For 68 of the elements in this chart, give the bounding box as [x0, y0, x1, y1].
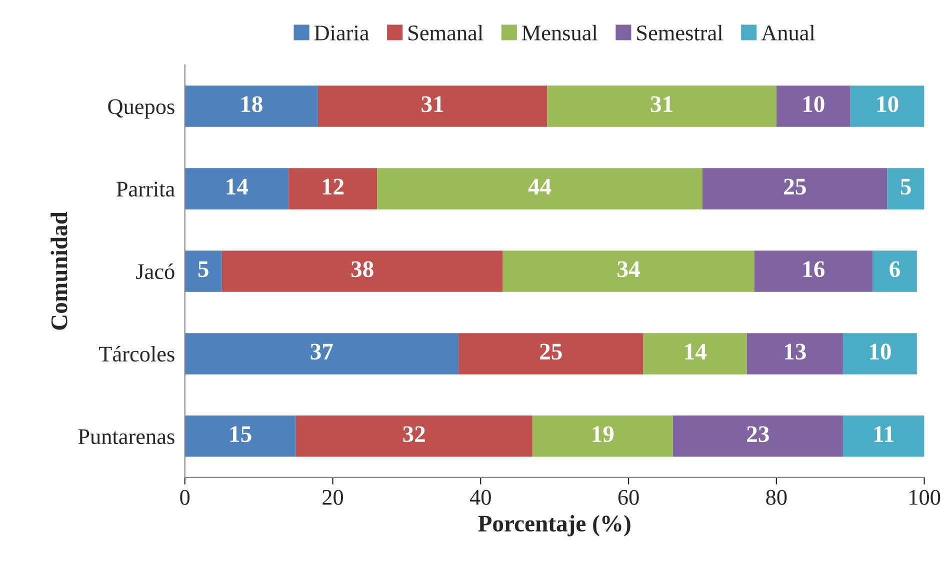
data-label: 44 [528, 178, 552, 194]
data-label: 16 [803, 261, 824, 278]
bar [887, 168, 924, 210]
legend-label: Semanal [408, 24, 484, 40]
bar [850, 86, 924, 127]
bar [377, 168, 702, 210]
bar [184, 416, 296, 457]
bar [872, 250, 917, 292]
y-tick-label: Puntarenas [78, 429, 174, 444]
bar [842, 416, 924, 457]
data-label: 34 [618, 261, 640, 278]
legend-label: Semestral [637, 24, 723, 40]
data-label: 32 [403, 426, 425, 442]
data-label: 10 [803, 96, 824, 112]
bar [184, 333, 458, 374]
y-axis-title: Comunidad [50, 212, 68, 330]
bar [458, 333, 644, 374]
data-label: 13 [784, 344, 806, 360]
bar [184, 250, 222, 292]
data-label: 15 [230, 426, 252, 442]
x-tick-label: 60 [618, 490, 639, 505]
data-label: 5 [198, 261, 208, 278]
legend-label: Anual [761, 24, 815, 40]
y-tick-label: Quepos [108, 99, 174, 119]
data-label: 5 [900, 178, 911, 195]
bar [184, 168, 288, 210]
x-tick-label: 40 [470, 490, 491, 505]
y-tick-label: Jacó [136, 263, 174, 280]
bar [776, 86, 850, 127]
x-axis-title: Porcentaje (%) [478, 514, 630, 536]
bar [288, 168, 378, 210]
legend-label: Mensual [522, 24, 598, 40]
x-tick-label: 100 [910, 490, 940, 505]
data-label: 31 [650, 96, 672, 112]
bar [532, 416, 673, 457]
data-label: 10 [870, 344, 891, 360]
bar [184, 86, 318, 127]
bar [746, 333, 843, 374]
bar [318, 86, 548, 127]
x-tick-label: 20 [322, 490, 344, 505]
data-label: 31 [422, 96, 444, 112]
bar [754, 250, 873, 292]
legend-label: Diaria [314, 26, 369, 40]
bar [296, 416, 532, 457]
data-label: 14 [685, 344, 706, 360]
bar [502, 250, 754, 292]
data-label: 14 [226, 178, 248, 194]
bar [702, 168, 888, 210]
data-label: 37 [310, 344, 333, 360]
data-label: 11 [874, 426, 894, 442]
bar [643, 333, 747, 374]
data-label: 25 [784, 178, 806, 195]
data-label: 12 [322, 178, 344, 194]
data-label: 38 [351, 261, 374, 278]
bar [222, 250, 503, 292]
bar [842, 333, 917, 374]
data-label: 23 [747, 426, 769, 442]
y-tick-label: Parrita [116, 182, 175, 197]
y-tick-label: Tárcoles [99, 346, 174, 362]
bar [672, 416, 843, 457]
x-tick-label: 80 [766, 490, 787, 505]
x-tick-label: 0 [180, 490, 190, 505]
data-label: 10 [877, 96, 898, 112]
data-label: 6 [890, 261, 900, 278]
data-label: 18 [241, 96, 262, 112]
bar [547, 86, 776, 127]
data-label: 25 [540, 344, 562, 360]
data-label: 19 [592, 426, 614, 442]
